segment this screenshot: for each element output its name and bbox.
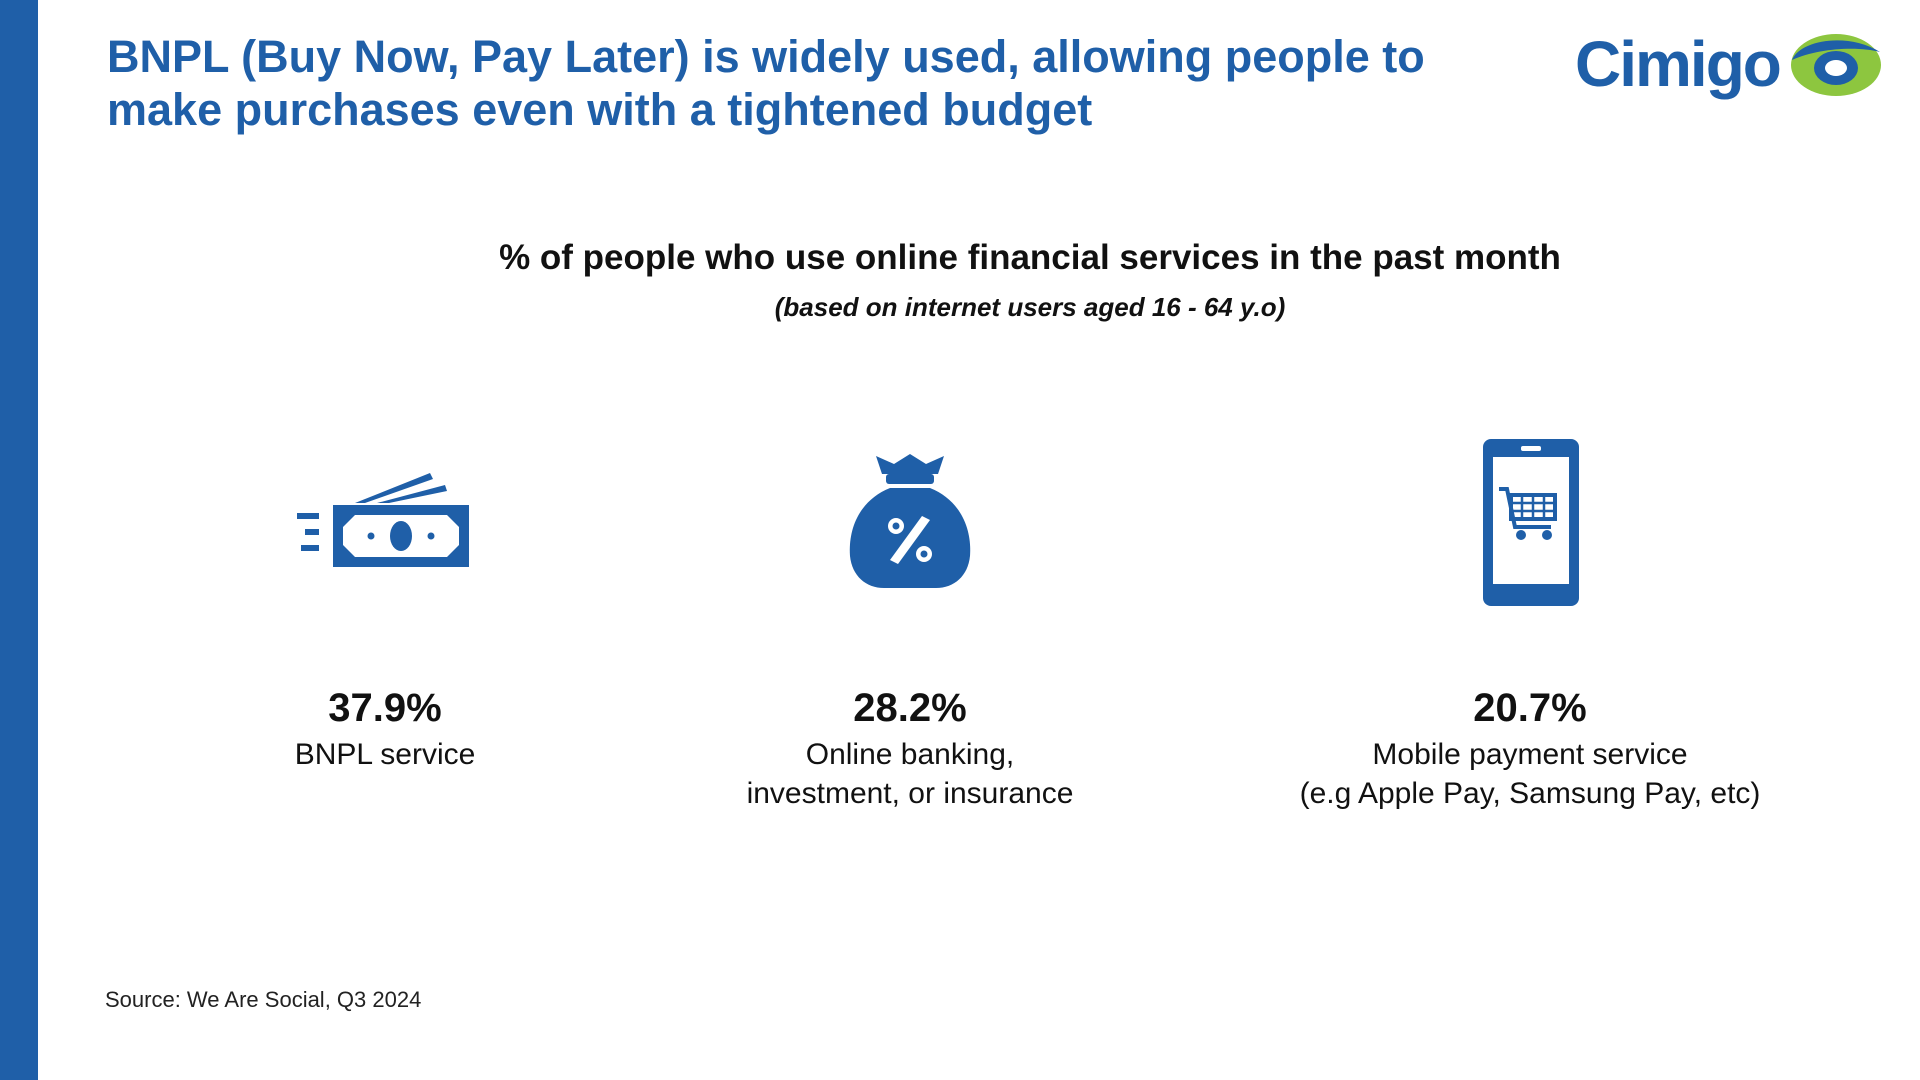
- cimigo-logo: Cimigo: [1575, 22, 1895, 112]
- logo-text: Cimigo: [1575, 28, 1782, 100]
- stat-label-line-1: Online banking,: [805, 738, 1015, 771]
- stat-label-line-1: Mobile payment service: [1372, 738, 1688, 771]
- money-bag-percent-icon: [650, 430, 1170, 615]
- stat-label: BNPL service: [125, 735, 645, 774]
- stat-value: 28.2%: [853, 686, 967, 730]
- stat-label: Online banking, investment, or insurance: [650, 735, 1170, 813]
- mobile-cart-icon: [1270, 430, 1790, 615]
- stat-label-line-2: investment, or insurance: [746, 777, 1074, 810]
- stat-online-banking: 28.2% Online banking, investment, or ins…: [650, 430, 1170, 813]
- cash-icon: [125, 430, 645, 615]
- stat-bnpl: 37.9% BNPL service: [125, 430, 645, 774]
- chart-title: % of people who use online financial ser…: [499, 238, 1561, 277]
- chart-subtitle: (based on internet users aged 16 - 64 y.…: [774, 292, 1286, 322]
- stat-label: Mobile payment service (e.g Apple Pay, S…: [1270, 735, 1790, 813]
- left-accent-bar: [0, 0, 38, 1080]
- logo-eye-icon: [1791, 34, 1881, 96]
- page-title-line-2: make purchases even with a tightened bud…: [107, 84, 1093, 135]
- page-title: BNPL (Buy Now, Pay Later) is widely used…: [107, 30, 1547, 136]
- stat-label-line-1: BNPL service: [294, 738, 476, 771]
- stat-value: 20.7%: [1473, 686, 1587, 730]
- stat-mobile-payment: 20.7% Mobile payment service (e.g Apple …: [1270, 430, 1790, 813]
- source-note: Source: We Are Social, Q3 2024: [105, 987, 422, 1012]
- stat-value: 37.9%: [328, 686, 442, 730]
- stat-label-line-2: (e.g Apple Pay, Samsung Pay, etc): [1299, 777, 1761, 810]
- page-title-line-1: BNPL (Buy Now, Pay Later) is widely used…: [107, 31, 1425, 82]
